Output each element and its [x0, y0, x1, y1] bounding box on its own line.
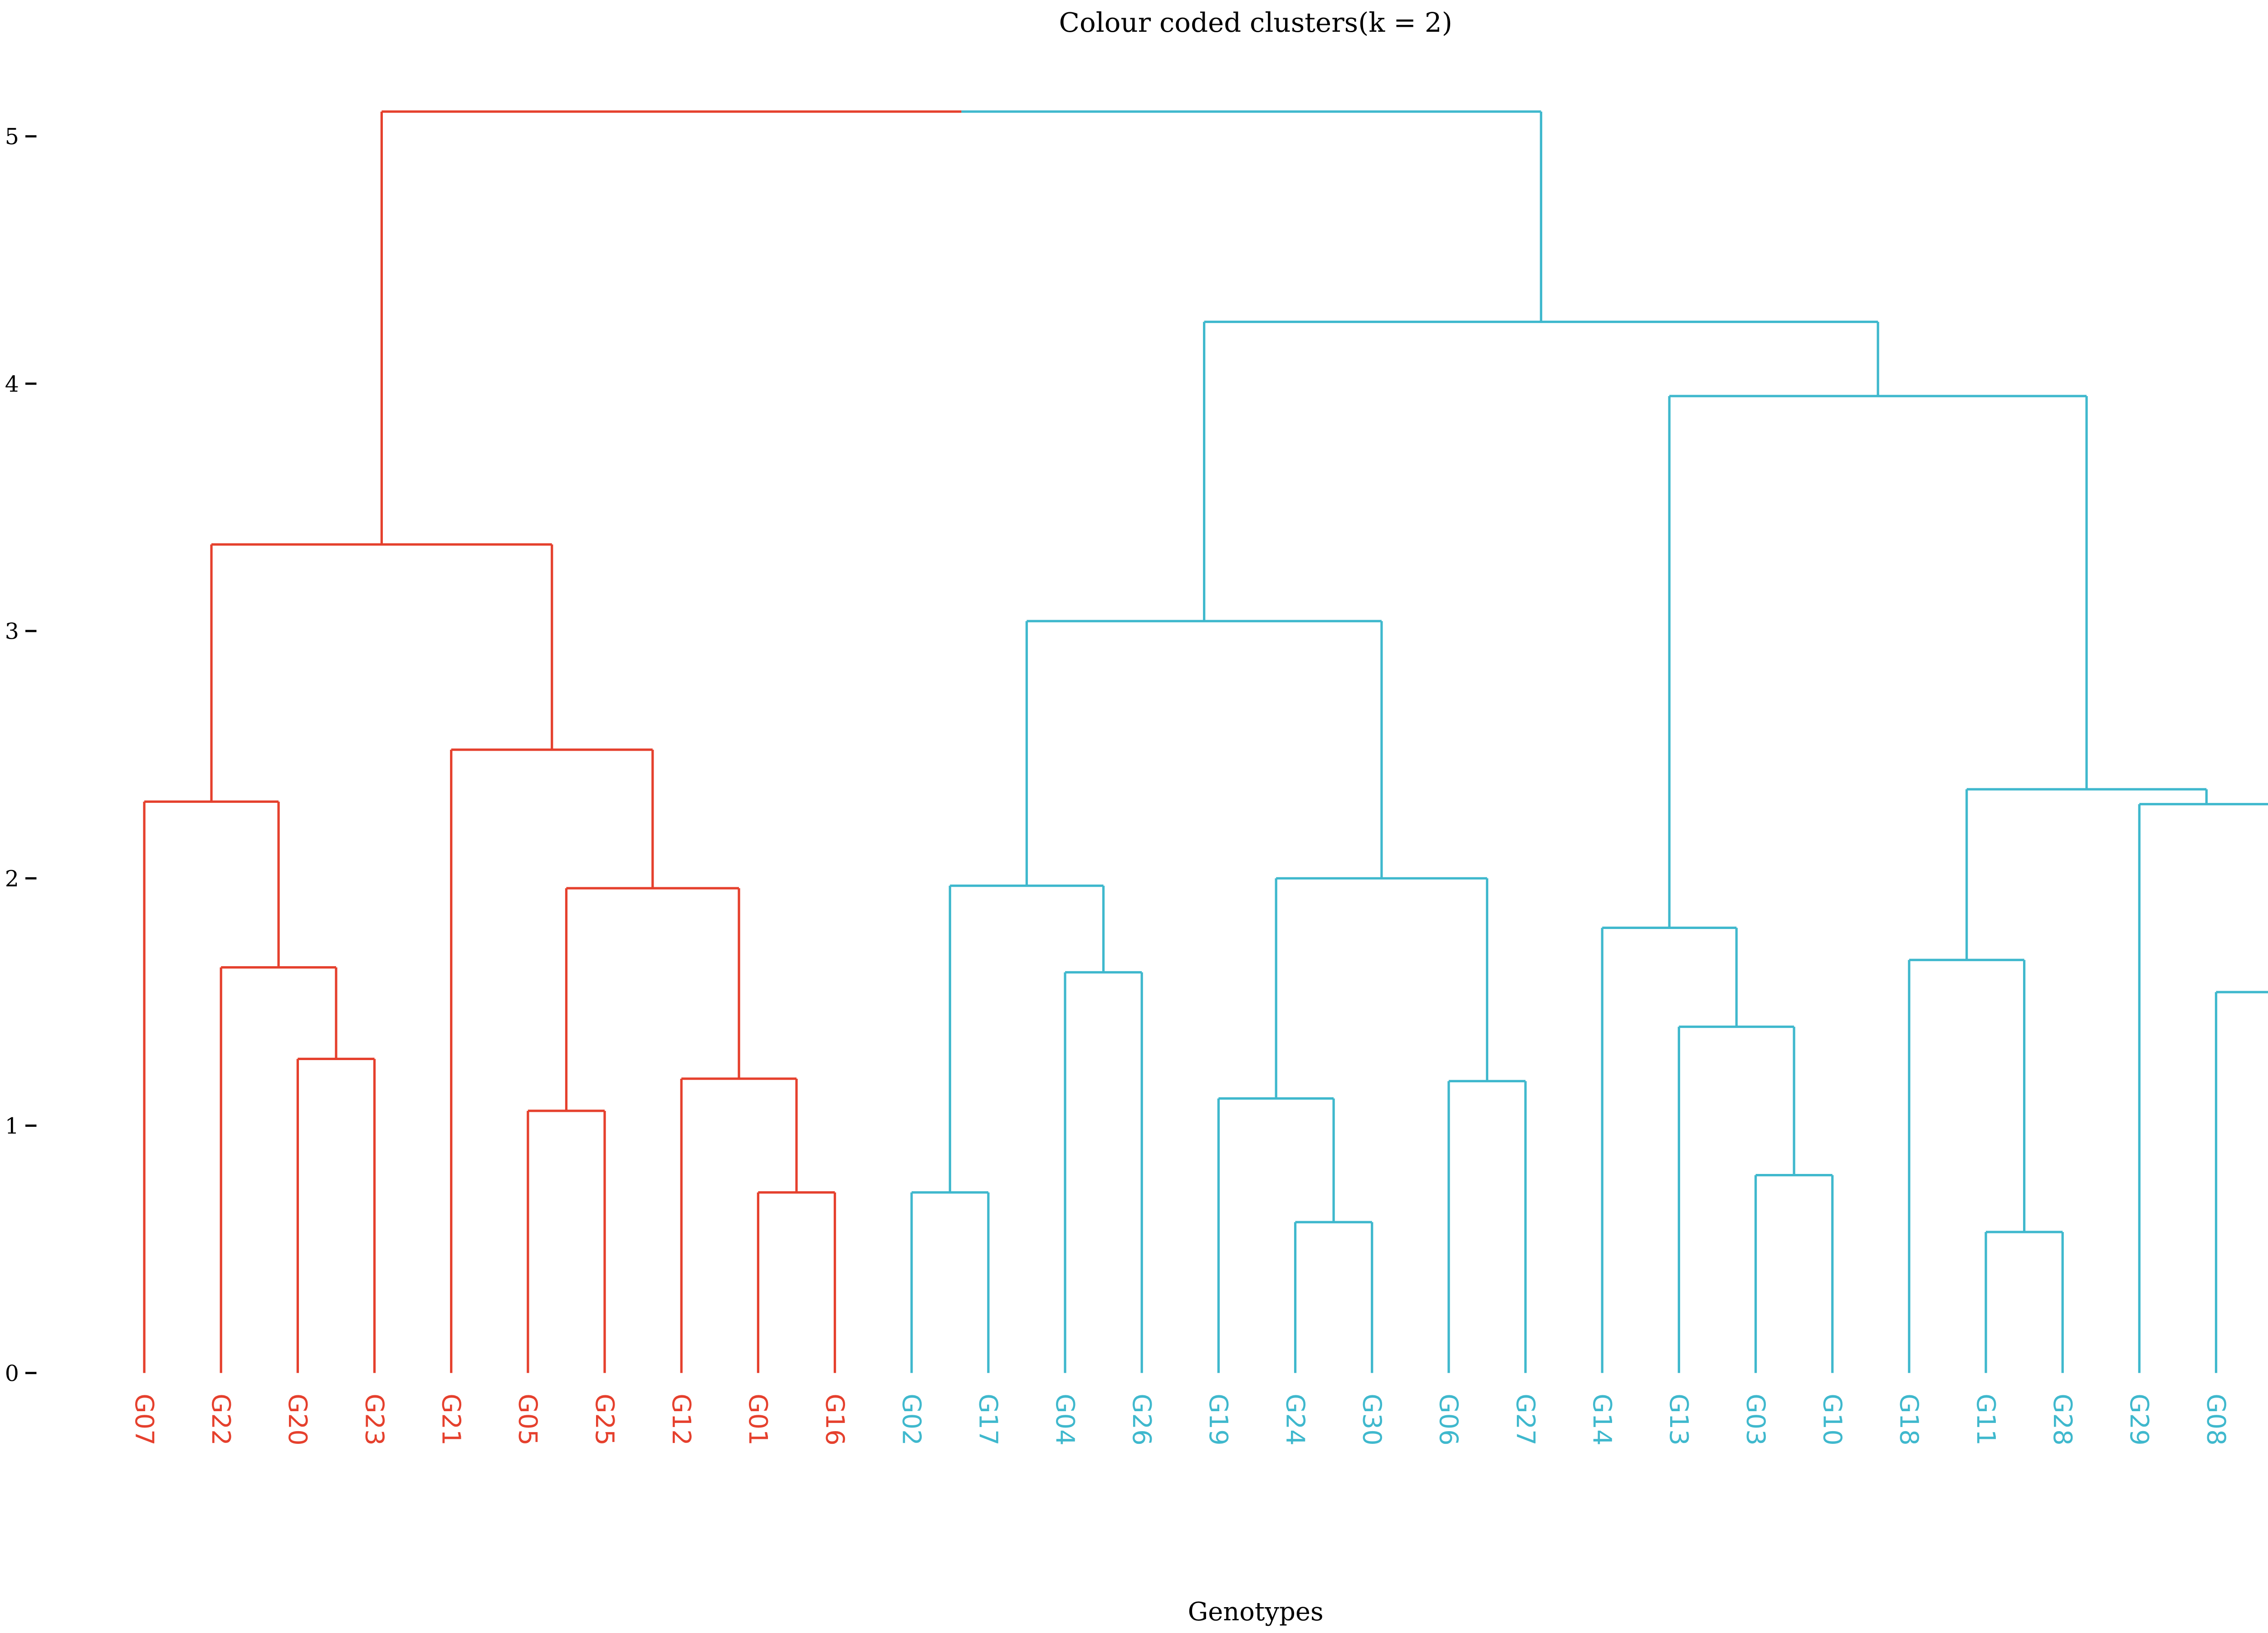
- leaf-label-G26: G26: [1127, 1393, 1156, 1445]
- leaf-label-G12: G12: [666, 1393, 696, 1445]
- leaf-label-G30: G30: [1357, 1393, 1386, 1445]
- leaf-label-G08: G08: [2201, 1393, 2230, 1445]
- leaf-label-G16: G16: [820, 1393, 849, 1445]
- leaf-label-G18: G18: [1894, 1393, 1924, 1445]
- chart-title: Colour coded clusters(k = 2): [1059, 7, 1452, 39]
- leaf-label-G23: G23: [359, 1393, 389, 1445]
- leaf-label-G25: G25: [590, 1393, 619, 1445]
- y-tick-label-2: 2: [5, 866, 19, 892]
- leaf-label-G27: G27: [1510, 1393, 1540, 1445]
- leaf-label-G11: G11: [1971, 1393, 2000, 1445]
- dendrogram-branches: [143, 110, 2268, 1373]
- leaf-label-G10: G10: [1817, 1393, 1847, 1445]
- leaf-labels: G07 G22 G20 G23 G21 G05 G25 G12 G01 G16 G02 G17 G04 G…: [129, 1393, 2230, 1445]
- y-tick-label-3: 3: [5, 619, 19, 645]
- leaf-label-G05: G05: [513, 1393, 543, 1445]
- x-axis-label: Genotypes: [1188, 1597, 1324, 1627]
- leaf-label-G28: G28: [2048, 1393, 2077, 1445]
- leaf-label-G02: G02: [896, 1393, 926, 1445]
- y-axis: 0 1 2 3 4 5: [5, 124, 37, 1386]
- y-tick-label-0: 0: [5, 1360, 19, 1386]
- leaf-label-G29: G29: [2124, 1393, 2154, 1445]
- leaf-label-G07: G07: [129, 1393, 159, 1445]
- leaf-label-G24: G24: [1280, 1393, 1310, 1445]
- leaf-label-G04: G04: [1050, 1393, 1080, 1445]
- leaf-label-G22: G22: [206, 1393, 235, 1445]
- leaf-label-G14: G14: [1587, 1393, 1617, 1445]
- leaf-label-G13: G13: [1664, 1393, 1693, 1445]
- leaf-label-G01: G01: [743, 1393, 772, 1445]
- leaf-label-G06: G06: [1434, 1393, 1463, 1445]
- leaf-label-G21: G21: [436, 1393, 465, 1445]
- leaf-label-G19: G19: [1203, 1393, 1233, 1445]
- leaf-label-G20: G20: [283, 1393, 312, 1445]
- y-tick-label-4: 4: [5, 371, 19, 397]
- leaf-label-G03: G03: [1740, 1393, 1770, 1445]
- y-tick-label-5: 5: [5, 124, 19, 150]
- y-tick-label-1: 1: [5, 1113, 19, 1139]
- leaf-label-G17: G17: [973, 1393, 1003, 1445]
